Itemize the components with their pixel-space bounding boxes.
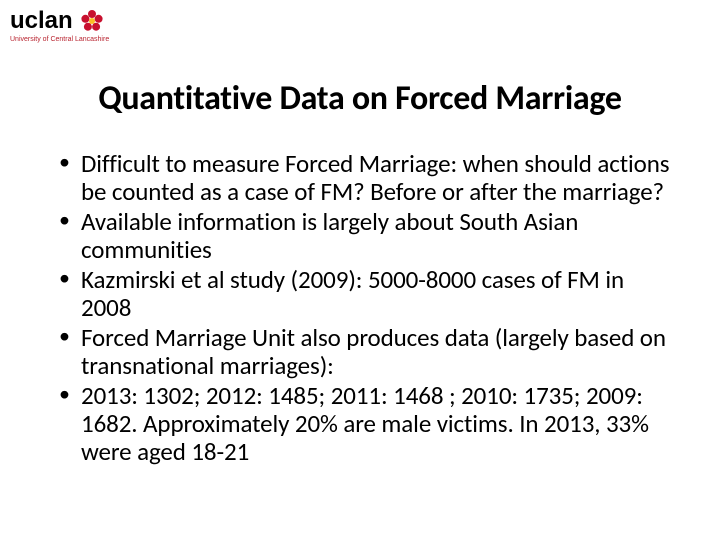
logo-subtext: University of Central Lancashire bbox=[10, 36, 109, 43]
list-item: 2013: 1302; 2012: 1485; 2011: 1468 ; 201… bbox=[55, 382, 670, 466]
bullet-list: Difficult to measure Forced Marriage: wh… bbox=[55, 150, 670, 466]
flower-icon bbox=[79, 8, 105, 34]
slide-body: Difficult to measure Forced Marriage: wh… bbox=[55, 150, 670, 468]
uclan-logo: uclan University of Central Lancashire bbox=[10, 8, 130, 43]
list-item: Difficult to measure Forced Marriage: wh… bbox=[55, 150, 670, 206]
logo-inner: uclan University of Central Lancashire bbox=[10, 8, 130, 43]
list-item: Forced Marriage Unit also produces data … bbox=[55, 324, 670, 380]
list-item: Available information is largely about S… bbox=[55, 208, 670, 264]
list-item: Kazmirski et al study (2009): 5000-8000 … bbox=[55, 266, 670, 322]
logo-row: uclan bbox=[10, 8, 105, 34]
slide: uclan University of Central Lancashire Q… bbox=[0, 0, 720, 540]
slide-title: Quantitative Data on Forced Marriage bbox=[40, 78, 680, 119]
logo-text: uclan bbox=[10, 9, 73, 33]
